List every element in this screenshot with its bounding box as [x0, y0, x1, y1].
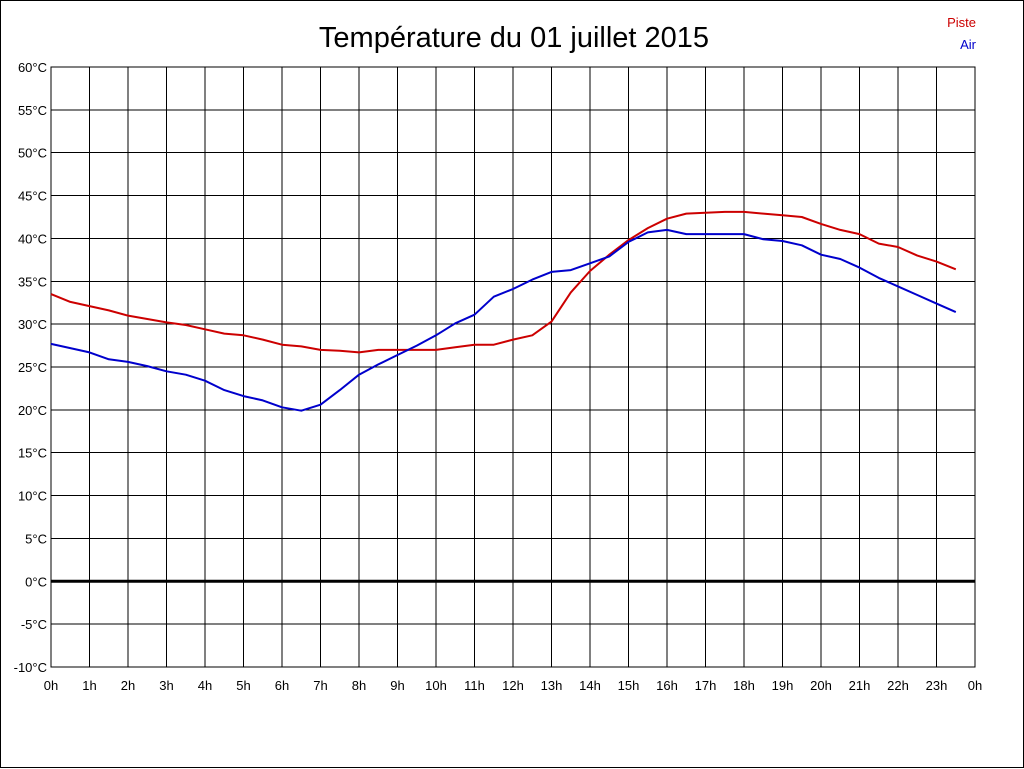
grid: [51, 67, 975, 667]
y-tick-label: -5°C: [21, 617, 47, 632]
y-tick-label: 15°C: [18, 446, 47, 461]
x-tick-label: 7h: [313, 678, 327, 693]
x-tick-label: 17h: [695, 678, 717, 693]
x-tick-label: 6h: [275, 678, 289, 693]
x-tick-label: 1h: [82, 678, 96, 693]
y-tick-label: 25°C: [18, 360, 47, 375]
x-tick-label: 14h: [579, 678, 601, 693]
series-line-air: [50, 228, 957, 412]
x-tick-label: 21h: [849, 678, 871, 693]
legend-entry-piste: Piste: [947, 15, 976, 30]
y-tick-label: 10°C: [18, 489, 47, 504]
x-tick-label: 15h: [618, 678, 640, 693]
plot-border: [50, 66, 976, 668]
x-tick-label: 16h: [656, 678, 678, 693]
y-tick-label: 5°C: [25, 531, 47, 546]
x-tick-label: 0h: [44, 678, 58, 693]
x-tick-label: 11h: [464, 678, 485, 693]
tick-labels: -10°C -5°C 0°C 5°C 10°C 15°C 20°C 25°C 30°C 35°C 4…: [14, 60, 983, 693]
series-line-piste: [50, 210, 957, 354]
x-tick-label: 12h: [502, 678, 524, 693]
x-tick-label: 3h: [159, 678, 173, 693]
x-tick-label: 22h: [887, 678, 909, 693]
y-tick-label: 0°C: [25, 574, 47, 589]
y-tick-label: -10°C: [14, 660, 47, 675]
x-tick-label: 2h: [121, 678, 135, 693]
y-tick-label: 40°C: [18, 231, 47, 246]
x-tick-label: 19h: [772, 678, 794, 693]
y-tick-label: 45°C: [18, 189, 47, 204]
x-tick-label: 5h: [236, 678, 250, 693]
legend: Piste Air: [947, 15, 977, 52]
series-lines: [50, 210, 957, 412]
y-tick-label: 30°C: [18, 317, 47, 332]
chart-title: Température du 01 juillet 2015: [319, 22, 709, 54]
y-tick-label: 50°C: [18, 146, 47, 161]
x-tick-label: 13h: [541, 678, 563, 693]
y-tick-label: 35°C: [18, 274, 47, 289]
y-tick-label: 55°C: [18, 103, 47, 118]
x-tick-label: 20h: [810, 678, 832, 693]
x-tick-label: 10h: [425, 678, 447, 693]
y-tick-label: 20°C: [18, 403, 47, 418]
x-tick-label: 9h: [390, 678, 404, 693]
x-tick-label: 4h: [198, 678, 212, 693]
axes: [50, 66, 976, 668]
x-tick-label: 18h: [733, 678, 755, 693]
x-tick-label: 8h: [352, 678, 366, 693]
y-tick-label: 60°C: [18, 60, 47, 75]
x-tick-label: 0h: [968, 678, 982, 693]
legend-entry-air: Air: [960, 37, 977, 52]
x-tick-label: 23h: [926, 678, 948, 693]
